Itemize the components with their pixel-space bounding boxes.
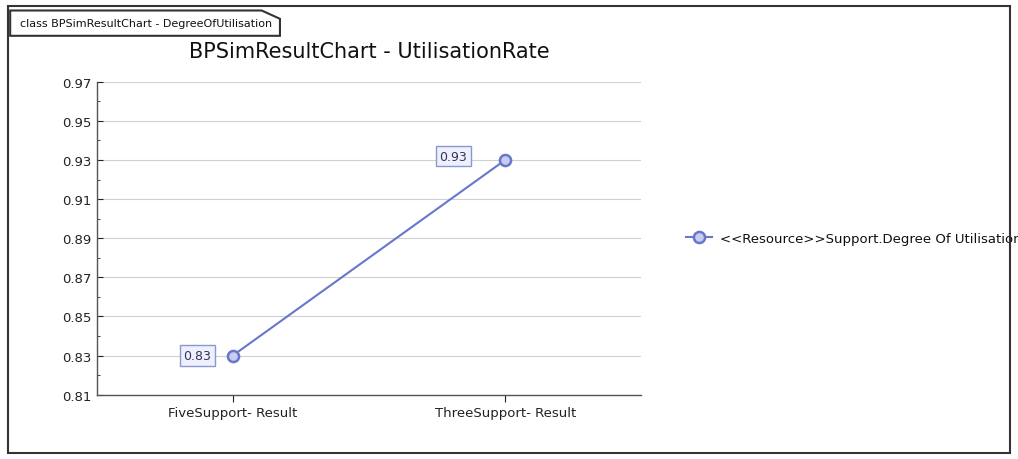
- Polygon shape: [10, 11, 280, 37]
- Text: 0.93: 0.93: [440, 150, 467, 163]
- Text: class BPSimResultChart - DegreeOfUtilisation: class BPSimResultChart - DegreeOfUtilisa…: [20, 19, 273, 29]
- <<Resource>>Support.Degree Of Utilisation: [499, 158, 511, 163]
- <<Resource>>Support.Degree Of Utilisation: [227, 353, 239, 358]
- Text: 0.83: 0.83: [183, 349, 212, 362]
- Title: BPSimResultChart - UtilisationRate: BPSimResultChart - UtilisationRate: [188, 42, 550, 62]
- Line: <<Resource>>Support.Degree Of Utilisation: <<Resource>>Support.Degree Of Utilisatio…: [227, 155, 511, 361]
- Legend: <<Resource>>Support.Degree Of Utilisation: <<Resource>>Support.Degree Of Utilisatio…: [681, 227, 1018, 251]
